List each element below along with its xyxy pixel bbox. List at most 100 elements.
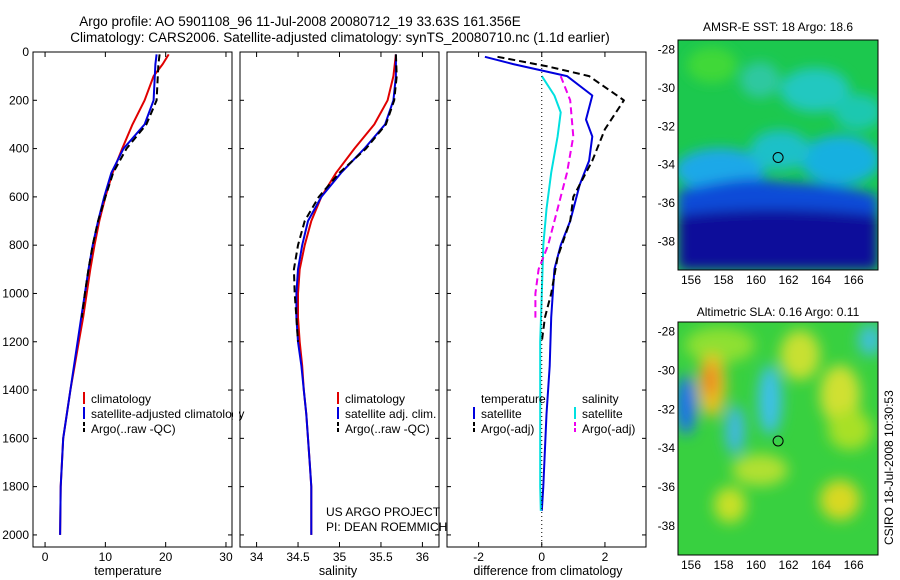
argo-location-marker bbox=[772, 152, 784, 163]
legend-label: satellite bbox=[481, 407, 522, 421]
x-tick-label: 162 bbox=[779, 273, 799, 287]
legend-label: climatology bbox=[91, 392, 151, 406]
x-tick-label: -2 bbox=[473, 550, 484, 564]
x-tick-label: 156 bbox=[681, 273, 701, 287]
salinity-plot-area bbox=[239, 51, 440, 548]
argo-location-marker bbox=[772, 435, 784, 447]
sla-patch bbox=[678, 375, 696, 435]
y-tick-label: 400 bbox=[9, 142, 29, 156]
sla-map-title: Altimetric SLA: 0.16 Argo: 0.11 bbox=[697, 305, 860, 319]
y-tick-label: -30 bbox=[658, 364, 676, 378]
y-tick-label: -36 bbox=[658, 480, 676, 494]
y-tick-label: 1400 bbox=[2, 383, 29, 397]
difference-axis-label: difference from climatology bbox=[473, 564, 623, 578]
sla-field bbox=[678, 324, 878, 523]
x-tick-label: 2 bbox=[602, 550, 609, 564]
sla-patch bbox=[732, 454, 788, 486]
x-tick-label: 20 bbox=[159, 550, 173, 564]
y-tick-label: -34 bbox=[658, 441, 676, 455]
y-tick-label: 1800 bbox=[2, 480, 29, 494]
y-tick-label: 2000 bbox=[2, 528, 29, 542]
y-tick-label: 800 bbox=[9, 238, 29, 252]
y-tick-label: 1600 bbox=[2, 431, 29, 445]
sst-field bbox=[678, 47, 878, 270]
legend-label: Argo(..raw -QC) bbox=[91, 422, 176, 436]
series-line bbox=[539, 75, 562, 511]
series-line bbox=[59, 54, 158, 535]
difference-plot-area bbox=[446, 51, 647, 548]
x-tick-label: 162 bbox=[779, 558, 799, 572]
legend-label: temperature bbox=[481, 392, 546, 406]
legend-label: satellite bbox=[582, 407, 623, 421]
y-tick-label: -28 bbox=[658, 43, 676, 57]
x-tick-label: 156 bbox=[681, 558, 701, 572]
y-tick-label: -34 bbox=[658, 158, 676, 172]
x-tick-label: 36 bbox=[416, 550, 430, 564]
y-tick-label: -38 bbox=[658, 519, 676, 533]
x-tick-label: 34.5 bbox=[286, 550, 310, 564]
sst-map bbox=[678, 40, 878, 270]
y-tick-label: 200 bbox=[9, 93, 29, 107]
figure-title-line1: Argo profile: AO 5901108_96 11-Jul-2008 … bbox=[79, 14, 521, 29]
x-tick-label: 164 bbox=[811, 273, 831, 287]
sla-patch bbox=[725, 405, 745, 455]
legend-label: salinity bbox=[582, 392, 619, 406]
x-tick-label: 35 bbox=[333, 550, 347, 564]
difference-legend: temperature satellite Argo(-adj) salinit… bbox=[473, 392, 635, 436]
salinity-series bbox=[292, 54, 398, 535]
legend-label: satellite-adjusted climatology bbox=[91, 407, 244, 421]
series-line bbox=[484, 55, 594, 511]
x-tick-label: 164 bbox=[811, 558, 831, 572]
y-tick-label: -30 bbox=[658, 81, 676, 95]
sst-patch bbox=[780, 68, 850, 112]
legend-label: Argo(-adj) bbox=[582, 422, 635, 436]
project-credit: US ARGO PROJECT bbox=[326, 505, 441, 519]
sst-patch bbox=[800, 135, 878, 185]
sst-patch bbox=[740, 62, 780, 98]
sla-patch bbox=[820, 480, 860, 520]
y-tick-label: -38 bbox=[658, 234, 676, 248]
sla-patch bbox=[828, 410, 872, 450]
x-tick-label: 10 bbox=[99, 550, 113, 564]
salinity-axis-label: salinity bbox=[319, 564, 358, 578]
y-tick-label: -32 bbox=[658, 402, 676, 416]
difference-series bbox=[484, 55, 625, 511]
sst-patch bbox=[687, 47, 737, 83]
sst-map-title: AMSR-E SST: 18 Argo: 18.6 bbox=[703, 20, 853, 34]
legend-label: Argo(..raw -QC) bbox=[345, 422, 430, 436]
series-line bbox=[534, 75, 575, 318]
sla-patch bbox=[714, 487, 746, 523]
figure-title-line2: Climatology: CARS2006. Satellite-adjuste… bbox=[70, 30, 610, 45]
y-tick-label: 1200 bbox=[2, 335, 29, 349]
y-tick-label: 0 bbox=[22, 45, 29, 59]
sst-patch bbox=[678, 209, 878, 270]
sla-patch bbox=[758, 365, 782, 435]
sla-map bbox=[678, 322, 878, 555]
x-tick-label: 158 bbox=[714, 558, 734, 572]
legend-label: satellite adj. clim. bbox=[345, 407, 436, 421]
sla-map-frame bbox=[677, 321, 879, 556]
x-tick-label: 166 bbox=[844, 558, 864, 572]
y-tick-label: 1000 bbox=[2, 286, 29, 300]
y-tick-label: -28 bbox=[658, 325, 676, 339]
x-tick-label: 0 bbox=[538, 550, 545, 564]
sla-patch bbox=[685, 327, 755, 363]
sla-patch bbox=[858, 324, 878, 356]
x-tick-label: 160 bbox=[746, 273, 766, 287]
sst-patch bbox=[750, 130, 810, 170]
x-tick-label: 35.5 bbox=[369, 550, 393, 564]
sst-map-frame bbox=[677, 39, 879, 271]
sla-patch bbox=[780, 330, 820, 380]
y-tick-label: -32 bbox=[658, 119, 676, 133]
series-line bbox=[497, 55, 625, 342]
temperature-series bbox=[59, 53, 170, 535]
y-tick-label: 600 bbox=[9, 190, 29, 204]
pi-credit: PI: DEAN ROEMMICH bbox=[326, 520, 447, 534]
x-tick-label: 166 bbox=[844, 273, 864, 287]
series-line bbox=[292, 54, 398, 342]
x-tick-label: 160 bbox=[746, 558, 766, 572]
timestamp-label: CSIRO 18-Jul-2008 10:30:53 bbox=[882, 390, 896, 545]
salinity-legend: climatology satellite adj. clim. Argo(..… bbox=[337, 392, 436, 436]
temperature-axis-label: temperature bbox=[94, 564, 161, 578]
